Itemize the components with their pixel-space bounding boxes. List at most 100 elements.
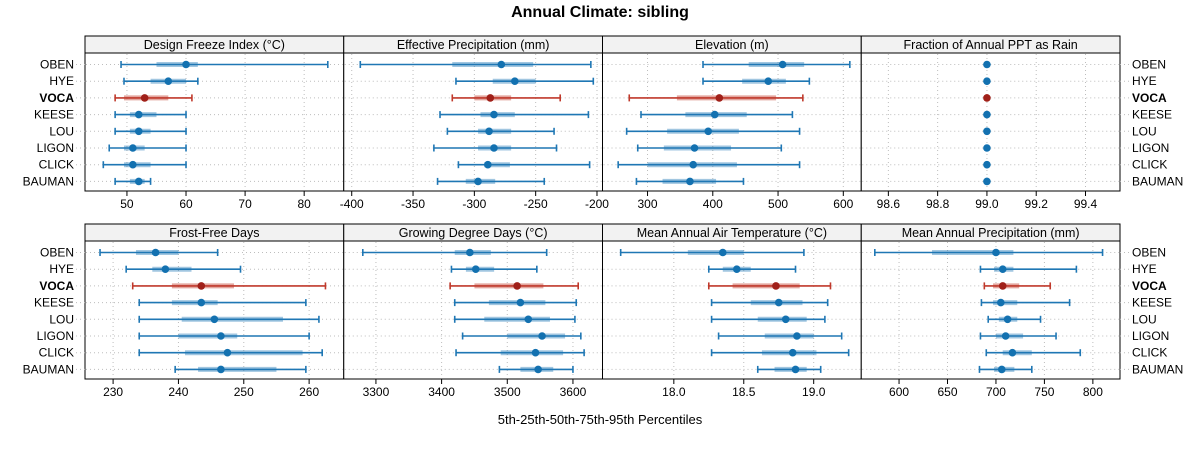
median-dot <box>718 248 727 257</box>
site-label-left-voca: VOCA <box>39 91 74 105</box>
median-dot <box>983 177 991 186</box>
panel-title: Frost-Free Days <box>169 226 259 240</box>
site-label-left-keese: KEESE <box>34 108 74 122</box>
site-label-left-oben: OBEN <box>40 58 74 72</box>
x-tick-label: 600 <box>889 385 909 399</box>
site-label-right-hye: HYE <box>1132 74 1157 88</box>
median-dot <box>516 298 525 307</box>
percentile-row-click <box>983 160 991 169</box>
percentile-row-voca <box>628 94 804 102</box>
percentile-row-ligon <box>138 332 310 340</box>
percentile-row-keese <box>114 110 187 119</box>
site-label-right-keese: KEESE <box>1132 296 1172 310</box>
median-dot <box>151 248 160 257</box>
x-tick-label: 80 <box>297 197 311 211</box>
percentile-row-voca <box>983 94 991 102</box>
median-dot <box>704 127 713 136</box>
percentile-row-voca <box>131 282 327 290</box>
site-label-left-click: CLICK <box>39 346 74 360</box>
percentile-row-voca <box>449 282 580 290</box>
median-dot <box>997 298 1005 307</box>
percentile-row-lou <box>453 315 576 324</box>
percentile-row-click <box>457 160 591 169</box>
median-dot <box>490 110 498 119</box>
x-tick-label: 400 <box>703 197 723 211</box>
median-dot <box>983 127 991 136</box>
x-axis-caption: 5th-25th-50th-75th-95th Percentiles <box>497 412 703 427</box>
panel-title: Design Freeze Index (°C) <box>144 38 285 52</box>
median-dot <box>983 110 991 119</box>
panel-mean-annual-precipitation-mm: Mean Annual Precipitation (mm) 600 650 700 7… <box>860 223 1121 399</box>
percentile-row-oben <box>874 248 1104 257</box>
panel-title: Fraction of Annual PPT as Rain <box>904 38 1078 52</box>
panel-effective-precipitation-mm: Effective Precipitation (mm) -400 -350 -300… <box>340 35 609 211</box>
site-label-left-lou: LOU <box>49 312 74 326</box>
median-dot <box>983 94 991 102</box>
panel-plot-area <box>84 52 345 192</box>
x-tick-label: -200 <box>585 197 609 211</box>
percentile-row-bauman <box>635 177 745 186</box>
x-tick-label: 99.4 <box>1074 197 1098 211</box>
site-label-left-oben: OBEN <box>40 246 74 260</box>
median-dot <box>484 160 492 169</box>
percentile-row-ligon <box>717 332 843 340</box>
x-tick-label: 3300 <box>363 385 390 399</box>
site-label-left-hye: HYE <box>49 74 74 88</box>
x-tick-label: 260 <box>299 385 319 399</box>
median-dot <box>134 177 143 186</box>
median-dot <box>1001 332 1010 340</box>
panel-plot-area <box>860 240 1121 380</box>
x-tick-label: 70 <box>238 197 252 211</box>
x-tick-label: 600 <box>833 197 853 211</box>
site-label-left-click: CLICK <box>39 158 74 172</box>
percentile-row-ligon <box>108 144 187 152</box>
median-dot <box>715 94 724 102</box>
median-dot <box>690 144 699 152</box>
median-dot <box>686 177 694 186</box>
median-dot <box>182 60 190 69</box>
percentile-row-keese <box>983 110 991 119</box>
percentile-row-click <box>138 348 323 357</box>
percentile-row-keese <box>439 110 590 119</box>
panel-growing-degree-days-c: Growing Degree Days (°C) 3300 3400 3500 3600 <box>343 223 603 399</box>
x-tick-label: 240 <box>168 385 188 399</box>
x-tick-label: 3400 <box>428 385 455 399</box>
median-dot <box>781 315 790 324</box>
panel-plot-area <box>860 52 1121 192</box>
percentile-row-bauman <box>983 177 991 186</box>
x-tick-label: 50 <box>120 197 134 211</box>
percentile-row-hye <box>125 265 242 274</box>
percentile-row-click <box>710 348 850 357</box>
median-dot <box>129 144 137 152</box>
median-dot <box>689 160 698 169</box>
percentile-row-oben <box>120 60 329 69</box>
x-tick-label: 300 <box>638 197 658 211</box>
percentile-row-lou <box>987 315 1042 324</box>
x-tick-label: -400 <box>340 197 364 211</box>
median-dot <box>140 94 149 102</box>
percentile-row-lou <box>710 315 826 324</box>
site-label-right-bauman: BAUMAN <box>1132 362 1183 376</box>
percentile-row-lou <box>446 127 555 136</box>
site-label-right-voca: VOCA <box>1132 279 1167 293</box>
figure-title: Annual Climate: sibling <box>511 4 689 21</box>
site-label-left-ligon: LIGON <box>37 141 74 155</box>
site-label-right-oben: OBEN <box>1132 246 1166 260</box>
x-tick-label: 800 <box>1083 385 1103 399</box>
median-dot <box>223 348 232 357</box>
site-label-right-click: CLICK <box>1132 346 1167 360</box>
percentile-row-oben <box>361 248 548 257</box>
median-dot <box>983 144 991 152</box>
median-dot <box>992 248 1000 257</box>
percentile-row-hye <box>455 77 595 85</box>
percentile-row-click <box>985 348 1082 357</box>
x-tick-label: -250 <box>524 197 548 211</box>
median-dot <box>788 348 797 357</box>
median-dot <box>791 365 800 374</box>
percentile-row-lou <box>625 127 801 136</box>
percentile-row-oben <box>619 248 805 257</box>
median-dot <box>983 60 991 69</box>
median-dot <box>983 77 991 85</box>
panel-plot-area <box>602 240 862 380</box>
panel-plot-area <box>343 52 603 192</box>
